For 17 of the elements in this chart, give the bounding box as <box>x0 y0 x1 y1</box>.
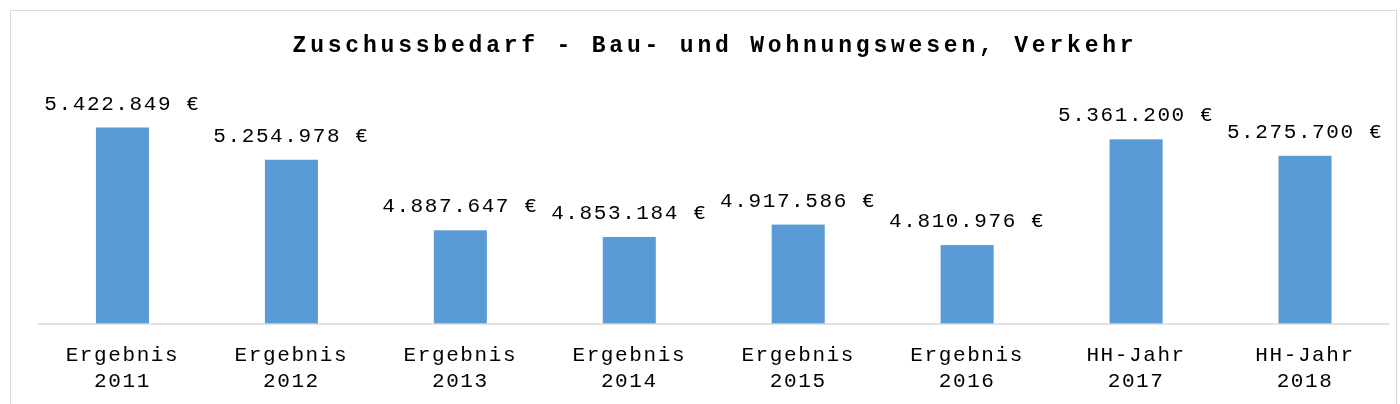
data-label: 5.275.700 € <box>1226 120 1384 144</box>
x-tick-label: Ergebnis 2011 <box>65 344 180 393</box>
x-tick-label: Ergebnis 2013 <box>403 344 518 393</box>
x-tick-label: Ergebnis 2015 <box>741 344 856 393</box>
x-tick-label: HH-Jahr 2017 <box>1086 344 1186 393</box>
data-label: 4.887.647 € <box>382 195 539 219</box>
data-label: 5.254.978 € <box>213 124 370 148</box>
data-label: 4.853.184 € <box>551 201 708 225</box>
x-tick-label: HH-Jahr 2018 <box>1255 344 1355 393</box>
data-label: 4.917.586 € <box>720 189 877 213</box>
data-label: 4.810.976 € <box>889 210 1046 234</box>
data-label: 5.422.849 € <box>44 92 201 116</box>
data-label: 5.361.200 € <box>1057 104 1215 128</box>
x-tick-label: Ergebnis 2016 <box>910 344 1024 393</box>
x-tick-label: Ergebnis 2014 <box>572 344 687 393</box>
x-tick-label: Ergebnis 2012 <box>234 344 349 393</box>
chart-title: Zuschussbedarf - Bau- und Wohnungswesen, Verkehr <box>292 33 1138 59</box>
